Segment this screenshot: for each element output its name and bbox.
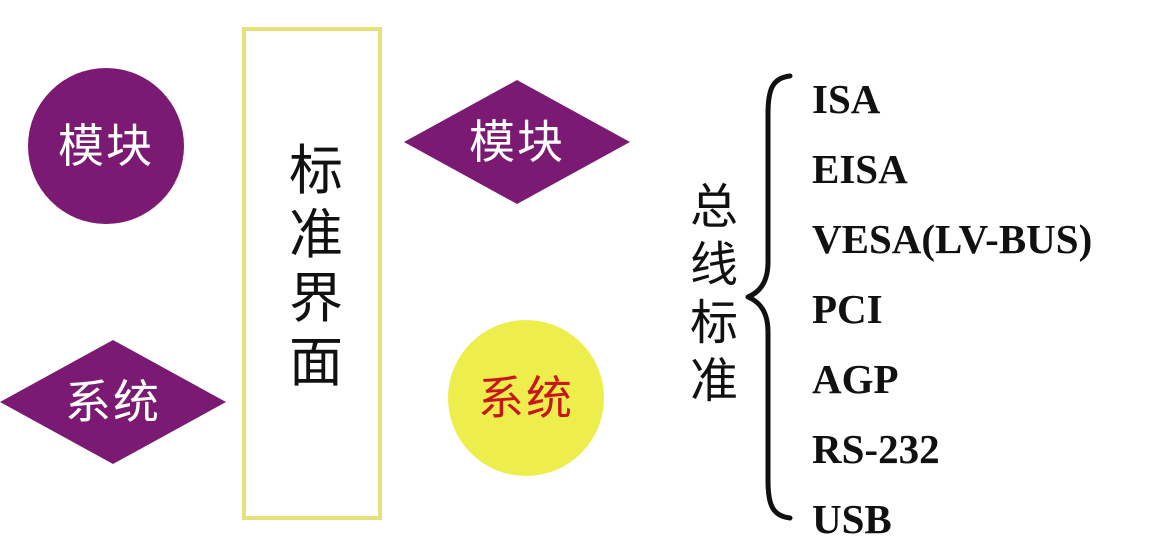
system-diamond: 系统	[0, 340, 226, 464]
bus-item-rs232: RS-232	[812, 426, 940, 472]
module-diamond-label: 模块	[469, 115, 565, 169]
system-diamond-shape	[0, 340, 226, 464]
standard-interface-label: 标准界面	[289, 139, 343, 394]
bus-item-agp: AGP	[812, 356, 899, 402]
system-diamond-label: 系统	[65, 375, 161, 429]
module-diamond: 模块	[404, 80, 630, 204]
bus-item-isa: ISA	[812, 76, 881, 122]
module-circle-label: 模块	[58, 119, 154, 173]
bus-item-usb: USB	[812, 496, 892, 542]
module-diamond-shape	[404, 80, 630, 204]
standard-interface-box: 标准界面	[242, 27, 382, 520]
system-diamond-polygon	[0, 340, 226, 464]
bus-item-eisa: EISA	[812, 146, 908, 192]
bus-standards-list: ISA EISA VESA(LV-BUS) PCI AGP RS-232 USB	[812, 64, 1092, 554]
bus-item-vesa: VESA(LV-BUS)	[812, 216, 1093, 262]
bus-standards-title: 总线标准	[689, 179, 738, 409]
curly-brace-icon	[745, 73, 793, 521]
bus-item-pci: PCI	[812, 286, 883, 332]
bus-standards-title-wrap: 总线标准	[686, 178, 742, 410]
module-diamond-polygon	[404, 80, 630, 204]
system-circle: 系统	[448, 320, 604, 476]
system-circle-label: 系统	[478, 371, 574, 425]
module-circle: 模块	[28, 68, 184, 224]
